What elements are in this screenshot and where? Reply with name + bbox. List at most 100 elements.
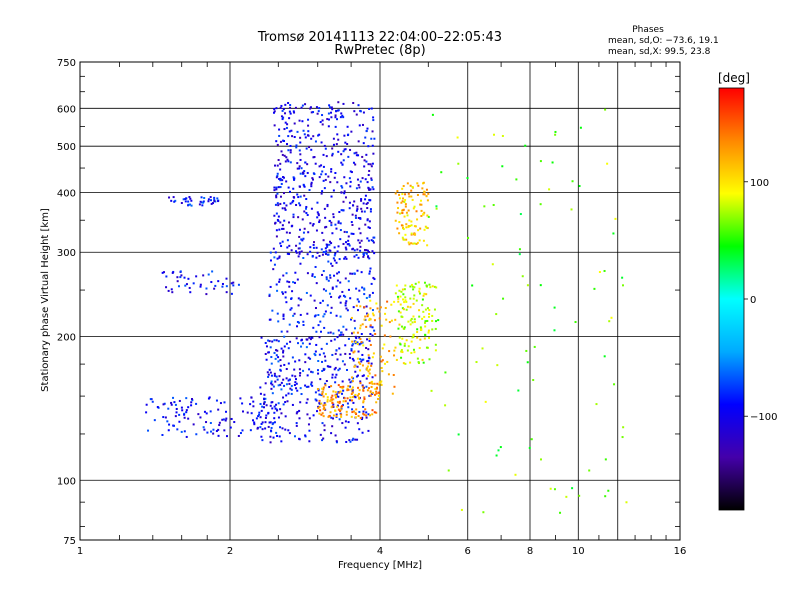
data-point <box>423 190 426 193</box>
data-point <box>272 268 275 271</box>
data-point <box>357 154 360 157</box>
data-point <box>394 318 397 321</box>
data-point <box>293 384 296 387</box>
data-point <box>551 161 554 164</box>
data-point <box>320 347 323 350</box>
data-point <box>271 309 274 312</box>
data-point <box>271 392 274 395</box>
data-point <box>365 346 368 349</box>
data-point <box>310 381 313 384</box>
data-point <box>296 193 299 196</box>
data-point <box>153 419 156 422</box>
data-point <box>339 409 342 412</box>
data-point <box>341 163 344 166</box>
data-point <box>369 394 372 397</box>
data-point <box>264 341 267 344</box>
data-point <box>293 368 296 371</box>
data-point <box>288 285 291 288</box>
data-point <box>402 298 405 301</box>
data-point <box>315 229 318 232</box>
data-point <box>378 310 381 313</box>
data-point <box>297 167 300 170</box>
data-point <box>339 295 342 298</box>
data-point <box>273 124 276 127</box>
data-point <box>185 397 188 400</box>
data-point <box>273 108 276 111</box>
data-point <box>344 420 347 423</box>
data-point <box>192 282 195 285</box>
data-point <box>400 224 403 227</box>
data-point <box>385 318 388 321</box>
data-point <box>404 284 407 287</box>
data-point <box>330 242 333 245</box>
data-point <box>168 196 171 199</box>
data-point <box>327 112 330 115</box>
data-point <box>524 144 527 147</box>
data-point <box>362 374 365 377</box>
data-point <box>342 209 345 212</box>
data-point <box>403 201 406 204</box>
data-point <box>344 344 347 347</box>
data-point <box>409 285 412 288</box>
data-point <box>366 312 369 315</box>
data-point <box>404 205 407 208</box>
data-point <box>362 142 365 145</box>
data-point <box>294 378 297 381</box>
data-point <box>363 251 366 254</box>
data-point <box>305 385 308 388</box>
data-point <box>356 343 359 346</box>
data-point <box>433 308 436 311</box>
x-tick-label: 2 <box>227 546 233 557</box>
data-point <box>578 185 581 188</box>
data-point <box>357 216 360 219</box>
data-point <box>308 368 311 371</box>
data-point <box>402 209 405 212</box>
data-point <box>392 374 395 377</box>
data-point <box>251 419 254 422</box>
data-point <box>276 202 279 205</box>
data-point <box>293 196 296 199</box>
data-point <box>264 421 267 424</box>
y-tick-label: 200 <box>57 332 76 343</box>
data-point <box>184 200 187 203</box>
data-point <box>346 387 349 390</box>
data-point <box>412 207 415 210</box>
data-point <box>321 190 324 193</box>
data-point <box>318 221 321 224</box>
data-point <box>323 313 326 316</box>
data-point <box>333 246 336 249</box>
data-point <box>290 392 293 395</box>
data-point <box>353 200 356 203</box>
data-point <box>362 400 365 403</box>
data-point <box>297 196 300 199</box>
data-point <box>371 382 374 385</box>
data-point <box>422 193 425 196</box>
data-point <box>180 430 183 433</box>
data-point <box>363 397 366 400</box>
data-point <box>275 354 278 357</box>
data-point <box>273 110 276 113</box>
data-point <box>413 225 416 228</box>
data-point <box>283 219 286 222</box>
data-point <box>339 238 342 241</box>
data-point <box>253 421 256 424</box>
data-point <box>213 200 216 203</box>
data-point <box>300 345 303 348</box>
data-point <box>422 181 425 184</box>
data-point <box>390 303 393 306</box>
data-point <box>344 246 347 249</box>
data-point <box>311 384 314 387</box>
data-point <box>331 373 334 376</box>
data-point <box>352 101 355 104</box>
data-point <box>354 327 357 330</box>
data-point <box>351 344 354 347</box>
data-point <box>371 326 374 329</box>
data-point <box>340 331 343 334</box>
data-point <box>330 306 333 309</box>
data-point <box>290 249 293 252</box>
data-point <box>282 227 285 230</box>
data-point <box>273 417 276 420</box>
data-point <box>287 101 290 104</box>
data-point <box>314 398 317 401</box>
data-point <box>405 339 408 342</box>
